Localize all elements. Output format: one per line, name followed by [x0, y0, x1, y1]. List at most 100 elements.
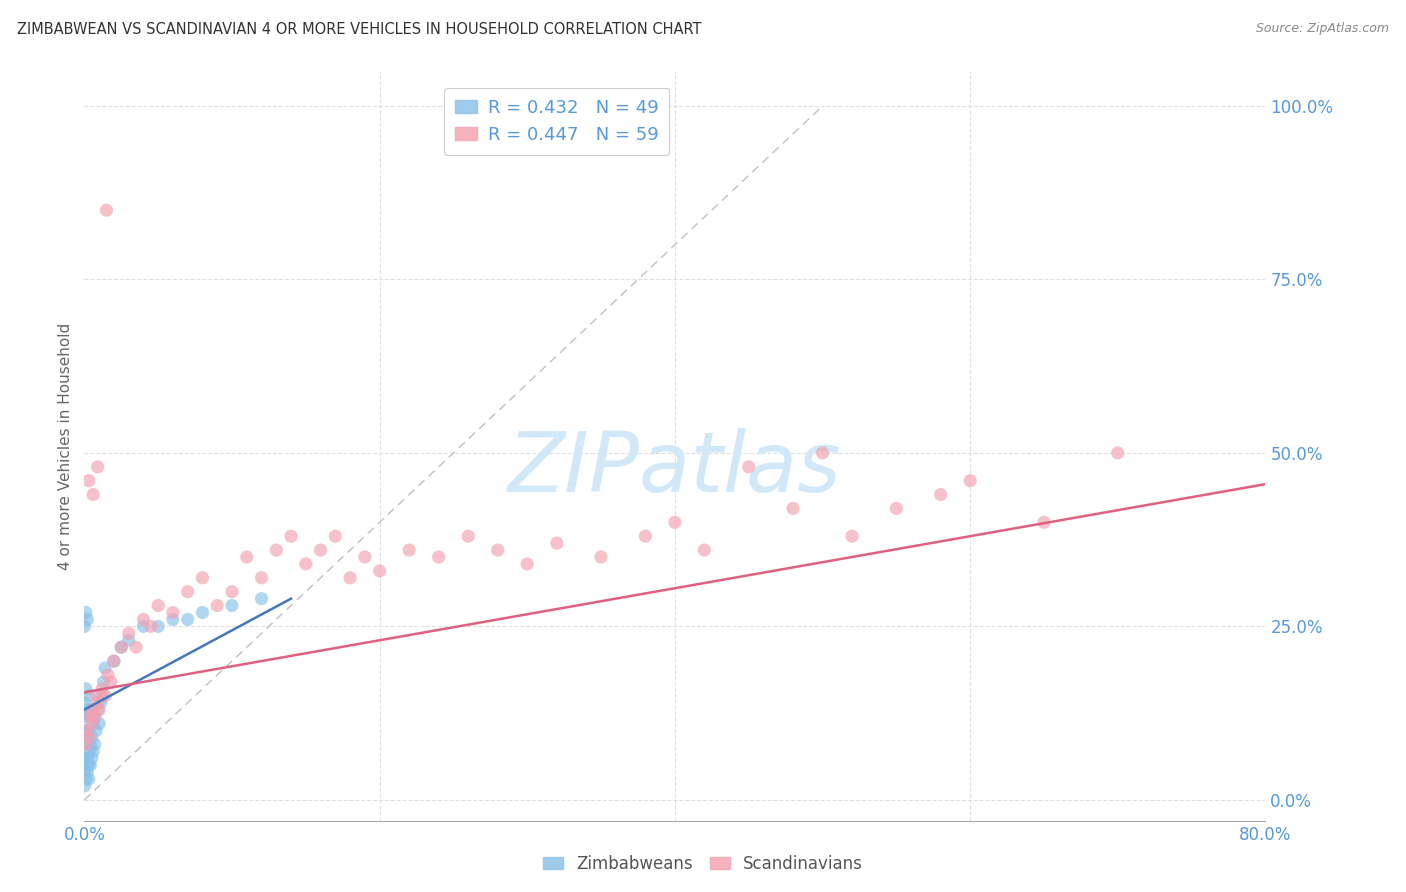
- Point: [125, 640, 148, 655]
- Point: [73, 751, 96, 765]
- Point: [86, 696, 108, 710]
- Point: [516, 557, 538, 571]
- Point: [309, 543, 332, 558]
- Point: [103, 654, 125, 668]
- Point: [250, 571, 273, 585]
- Point: [782, 501, 804, 516]
- Point: [841, 529, 863, 543]
- Point: [75, 758, 97, 772]
- Point: [79, 737, 101, 751]
- Point: [75, 709, 97, 723]
- Point: [76, 612, 98, 626]
- Point: [148, 619, 170, 633]
- Point: [83, 709, 105, 723]
- Point: [1107, 446, 1129, 460]
- Point: [79, 758, 101, 772]
- Point: [1033, 516, 1056, 530]
- Point: [80, 751, 103, 765]
- Legend: R = 0.432   N = 49, R = 0.447   N = 59: R = 0.432 N = 49, R = 0.447 N = 59: [444, 88, 669, 154]
- Point: [280, 529, 302, 543]
- Point: [77, 731, 100, 745]
- Point: [77, 772, 100, 786]
- Point: [75, 772, 97, 786]
- Point: [295, 557, 318, 571]
- Point: [103, 654, 125, 668]
- Point: [82, 487, 104, 501]
- Point: [82, 716, 104, 731]
- Point: [76, 751, 98, 765]
- Point: [110, 640, 132, 655]
- Point: [591, 549, 613, 564]
- Text: ZIMBABWEAN VS SCANDINAVIAN 4 OR MORE VEHICLES IN HOUSEHOLD CORRELATION CHART: ZIMBABWEAN VS SCANDINAVIAN 4 OR MORE VEH…: [17, 22, 702, 37]
- Point: [75, 606, 97, 620]
- Point: [929, 487, 952, 501]
- Point: [77, 689, 100, 703]
- Point: [368, 564, 391, 578]
- Text: Source: ZipAtlas.com: Source: ZipAtlas.com: [1256, 22, 1389, 36]
- Point: [80, 716, 103, 731]
- Point: [80, 703, 103, 717]
- Point: [79, 709, 101, 723]
- Point: [93, 674, 115, 689]
- Point: [73, 619, 96, 633]
- Point: [77, 758, 100, 772]
- Legend: Zimbabweans, Scandinavians: Zimbabweans, Scandinavians: [537, 848, 869, 880]
- Point: [191, 606, 214, 620]
- Point: [207, 599, 229, 613]
- Point: [486, 543, 509, 558]
- Point: [634, 529, 657, 543]
- Point: [86, 459, 108, 474]
- Text: ZIPatlas: ZIPatlas: [508, 428, 842, 509]
- Point: [73, 696, 96, 710]
- Point: [177, 612, 200, 626]
- Point: [94, 689, 117, 703]
- Point: [811, 446, 834, 460]
- Point: [73, 723, 96, 738]
- Point: [96, 203, 118, 218]
- Point: [87, 703, 111, 717]
- Point: [118, 633, 141, 648]
- Point: [75, 681, 97, 696]
- Point: [221, 584, 243, 599]
- Point: [76, 723, 98, 738]
- Point: [90, 696, 112, 710]
- Point: [191, 571, 214, 585]
- Point: [77, 744, 100, 758]
- Point: [148, 599, 170, 613]
- Point: [162, 606, 184, 620]
- Point: [97, 668, 120, 682]
- Point: [94, 661, 117, 675]
- Point: [398, 543, 420, 558]
- Point: [91, 689, 114, 703]
- Point: [80, 731, 103, 745]
- Point: [73, 779, 96, 793]
- Point: [76, 703, 98, 717]
- Point: [738, 459, 761, 474]
- Point: [77, 474, 100, 488]
- Point: [83, 709, 105, 723]
- Point: [86, 703, 108, 717]
- Point: [162, 612, 184, 626]
- Point: [959, 474, 981, 488]
- Point: [132, 612, 155, 626]
- Point: [110, 640, 132, 655]
- Point: [427, 549, 450, 564]
- Point: [75, 737, 97, 751]
- Point: [354, 549, 377, 564]
- Point: [132, 619, 155, 633]
- Point: [546, 536, 568, 550]
- Point: [339, 571, 361, 585]
- Point: [77, 723, 100, 738]
- Point: [100, 674, 122, 689]
- Point: [84, 689, 107, 703]
- Point: [664, 516, 686, 530]
- Point: [886, 501, 908, 516]
- Point: [177, 584, 200, 599]
- Point: [73, 765, 96, 780]
- Point: [139, 619, 162, 633]
- Point: [457, 529, 479, 543]
- Point: [250, 591, 273, 606]
- Point: [693, 543, 716, 558]
- Y-axis label: 4 or more Vehicles in Household: 4 or more Vehicles in Household: [58, 322, 73, 570]
- Point: [82, 744, 104, 758]
